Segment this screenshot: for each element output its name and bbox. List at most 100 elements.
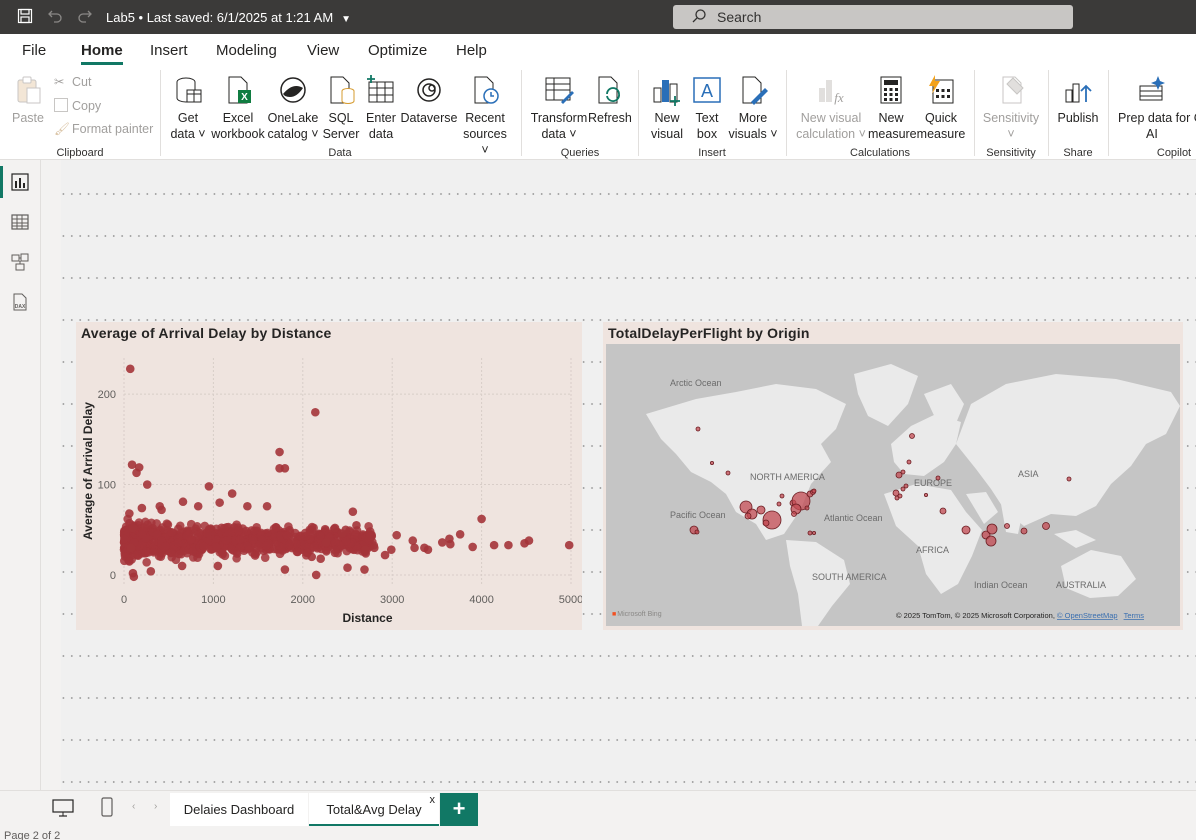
dataverse-button[interactable]: Dataverse bbox=[400, 74, 458, 126]
bubble[interactable] bbox=[779, 493, 785, 499]
tab-modeling[interactable]: Modeling bbox=[216, 42, 277, 59]
data-point[interactable] bbox=[142, 480, 152, 489]
table-view-icon[interactable] bbox=[10, 212, 30, 232]
tab-home[interactable]: Home bbox=[81, 42, 123, 65]
chevron-left-icon[interactable]: ‹ bbox=[132, 801, 136, 812]
data-point[interactable] bbox=[330, 523, 340, 533]
data-point[interactable] bbox=[276, 531, 286, 540]
refresh-button[interactable]: Refresh bbox=[588, 74, 632, 126]
data-point[interactable] bbox=[282, 531, 292, 540]
format-painter-button[interactable]: 🖌 Format painter bbox=[54, 122, 153, 137]
more-visuals-button[interactable]: More visuals ˅ bbox=[728, 74, 778, 142]
data-point[interactable] bbox=[524, 536, 534, 545]
data-point[interactable] bbox=[291, 539, 301, 549]
paste-button[interactable]: Paste bbox=[8, 74, 48, 126]
data-point[interactable] bbox=[504, 540, 513, 550]
data-point[interactable] bbox=[446, 539, 455, 549]
data-point[interactable] bbox=[392, 530, 401, 540]
new-visual-button[interactable]: New visual bbox=[646, 74, 688, 142]
data-point[interactable] bbox=[311, 407, 320, 417]
undo-icon[interactable] bbox=[46, 8, 64, 26]
data-point[interactable] bbox=[125, 509, 134, 518]
tab-view[interactable]: View bbox=[307, 42, 340, 59]
data-point[interactable] bbox=[352, 542, 362, 552]
data-point[interactable] bbox=[125, 364, 135, 374]
data-point[interactable] bbox=[564, 540, 574, 550]
bubble[interactable] bbox=[744, 512, 752, 520]
data-point[interactable] bbox=[361, 545, 370, 554]
data-point[interactable] bbox=[477, 514, 486, 524]
data-point[interactable] bbox=[125, 557, 134, 566]
document-title[interactable]: Lab5 • Last saved: 6/1/2025 at 1:21 AM ▼ bbox=[106, 10, 351, 25]
data-point[interactable] bbox=[221, 536, 231, 545]
data-point[interactable] bbox=[126, 543, 136, 553]
bubble[interactable] bbox=[986, 523, 998, 535]
dax-query-view-icon[interactable]: DAX bbox=[10, 292, 30, 312]
bubble[interactable] bbox=[961, 525, 971, 535]
bubble[interactable] bbox=[776, 501, 782, 507]
data-point[interactable] bbox=[157, 505, 166, 515]
bubble[interactable] bbox=[762, 519, 770, 527]
bubble[interactable] bbox=[694, 529, 700, 535]
enter-data-button[interactable]: Enter data bbox=[362, 74, 400, 142]
data-point[interactable] bbox=[156, 552, 166, 561]
bubble[interactable] bbox=[897, 493, 903, 499]
data-point[interactable] bbox=[142, 557, 151, 567]
map-area[interactable]: Arctic Ocean NORTH AMERICA EUROPE ASIA P… bbox=[606, 344, 1180, 626]
data-point[interactable] bbox=[188, 546, 197, 556]
model-view-icon[interactable] bbox=[10, 252, 30, 272]
data-point[interactable] bbox=[175, 521, 185, 531]
search-input[interactable]: Search bbox=[673, 5, 1073, 29]
data-point[interactable] bbox=[235, 535, 244, 544]
recent-sources-button[interactable]: Recent sources ˅ bbox=[458, 74, 512, 158]
data-point[interactable] bbox=[343, 563, 352, 573]
data-point[interactable] bbox=[243, 501, 252, 511]
data-point[interactable] bbox=[260, 553, 270, 562]
publish-button[interactable]: Publish bbox=[1054, 74, 1102, 126]
data-point[interactable] bbox=[269, 524, 279, 534]
bubble[interactable] bbox=[756, 505, 766, 515]
data-point[interactable] bbox=[330, 538, 340, 548]
mobile-layout-icon[interactable] bbox=[100, 797, 114, 817]
data-point[interactable] bbox=[153, 530, 162, 539]
data-point[interactable] bbox=[280, 565, 290, 574]
data-point[interactable] bbox=[133, 550, 142, 559]
data-point[interactable] bbox=[242, 541, 252, 551]
data-point[interactable] bbox=[182, 531, 192, 541]
bubble[interactable] bbox=[900, 469, 906, 475]
data-point[interactable] bbox=[146, 567, 156, 576]
data-point[interactable] bbox=[173, 538, 183, 547]
data-point[interactable] bbox=[316, 554, 325, 563]
bubble[interactable] bbox=[791, 511, 797, 517]
data-point[interactable] bbox=[337, 529, 347, 538]
report-view-icon[interactable] bbox=[0, 166, 30, 198]
bubble[interactable] bbox=[906, 459, 912, 465]
tab-file[interactable]: File bbox=[22, 42, 47, 59]
data-point[interactable] bbox=[348, 507, 358, 516]
data-point[interactable] bbox=[128, 523, 138, 533]
tab-delaies-dashboard[interactable]: Delaies Dashboard bbox=[170, 793, 308, 827]
copy-button[interactable]: Copy bbox=[54, 98, 101, 113]
report-canvas[interactable]: Average of Arrival Delay by Distance 0 10… bbox=[61, 160, 1196, 790]
new-measure-button[interactable]: New measure bbox=[868, 74, 917, 142]
data-point[interactable] bbox=[311, 570, 321, 580]
data-point[interactable] bbox=[178, 497, 188, 507]
data-point[interactable] bbox=[235, 543, 245, 552]
data-point[interactable] bbox=[193, 501, 203, 511]
bubble[interactable] bbox=[935, 475, 941, 481]
data-point[interactable] bbox=[218, 550, 227, 559]
bubble[interactable] bbox=[892, 489, 900, 497]
data-point[interactable] bbox=[330, 545, 340, 555]
bubble[interactable] bbox=[710, 461, 715, 466]
data-point[interactable] bbox=[280, 463, 290, 473]
data-point[interactable] bbox=[188, 553, 198, 562]
data-point[interactable] bbox=[227, 544, 237, 554]
get-data-button[interactable]: Get data ˅ bbox=[166, 74, 210, 142]
tab-insert[interactable]: Insert bbox=[150, 42, 188, 59]
new-visual-calculation-button[interactable]: fx New visual calculation ˅ bbox=[796, 74, 866, 142]
data-point[interactable] bbox=[364, 521, 373, 531]
bubble[interactable] bbox=[1066, 476, 1072, 482]
data-point[interactable] bbox=[309, 542, 319, 552]
data-point[interactable] bbox=[307, 552, 317, 562]
sensitivity-button[interactable]: Sensitivity ˅ bbox=[980, 74, 1042, 142]
